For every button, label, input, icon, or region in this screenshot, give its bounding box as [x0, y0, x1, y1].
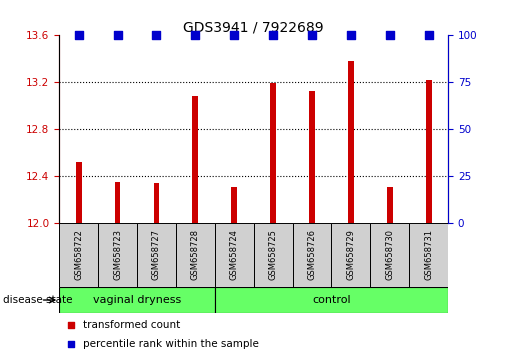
Text: control: control — [312, 295, 351, 305]
FancyBboxPatch shape — [409, 223, 448, 287]
Bar — [115, 182, 121, 223]
FancyBboxPatch shape — [215, 223, 253, 287]
FancyBboxPatch shape — [59, 223, 98, 287]
Text: GSM658722: GSM658722 — [74, 229, 83, 280]
Bar — [153, 183, 159, 223]
FancyBboxPatch shape — [59, 287, 215, 313]
FancyBboxPatch shape — [98, 223, 137, 287]
Text: GSM658728: GSM658728 — [191, 229, 200, 280]
Bar — [76, 162, 81, 223]
Bar — [309, 91, 315, 223]
Text: GSM658730: GSM658730 — [385, 229, 394, 280]
Point — [113, 33, 122, 38]
Text: disease state: disease state — [3, 295, 72, 305]
Bar — [193, 96, 198, 223]
Point — [191, 33, 199, 38]
FancyBboxPatch shape — [293, 223, 332, 287]
Text: transformed count: transformed count — [82, 320, 180, 330]
Point — [386, 33, 394, 38]
FancyBboxPatch shape — [332, 223, 370, 287]
Title: GDS3941 / 7922689: GDS3941 / 7922689 — [183, 20, 324, 34]
Text: GSM658724: GSM658724 — [230, 229, 238, 280]
FancyBboxPatch shape — [215, 287, 448, 313]
FancyBboxPatch shape — [370, 223, 409, 287]
Text: GSM658727: GSM658727 — [152, 229, 161, 280]
Text: GSM658729: GSM658729 — [347, 229, 355, 280]
Bar — [426, 80, 432, 223]
Bar — [348, 61, 354, 223]
Point — [67, 341, 75, 347]
Point — [269, 33, 277, 38]
Text: GSM658731: GSM658731 — [424, 229, 433, 280]
Point — [67, 322, 75, 327]
FancyBboxPatch shape — [176, 223, 215, 287]
Bar — [387, 187, 392, 223]
Point — [347, 33, 355, 38]
Point — [75, 33, 83, 38]
FancyBboxPatch shape — [253, 223, 293, 287]
Bar — [231, 187, 237, 223]
Point — [308, 33, 316, 38]
Point — [230, 33, 238, 38]
Point — [424, 33, 433, 38]
Text: percentile rank within the sample: percentile rank within the sample — [82, 339, 259, 349]
Text: GSM658725: GSM658725 — [269, 229, 278, 280]
Text: GSM658726: GSM658726 — [307, 229, 316, 280]
FancyBboxPatch shape — [137, 223, 176, 287]
Point — [152, 33, 161, 38]
Bar — [270, 84, 276, 223]
Text: vaginal dryness: vaginal dryness — [93, 295, 181, 305]
Text: GSM658723: GSM658723 — [113, 229, 122, 280]
